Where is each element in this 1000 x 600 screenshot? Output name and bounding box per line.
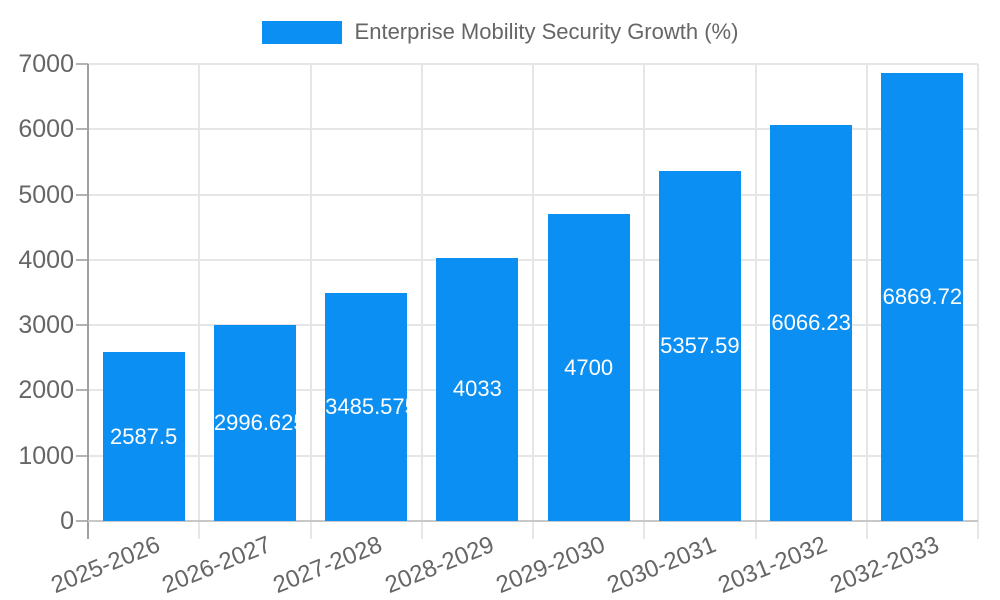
gridline-vertical (865, 64, 868, 539)
chart-legend-item[interactable]: Enterprise Mobility Security Growth (%) (0, 19, 1000, 45)
bar[interactable]: 6066.23 (770, 124, 853, 521)
x-axis-tick-label: 2030-2031 (603, 531, 720, 600)
legend-color-swatch (261, 20, 342, 44)
y-axis-tick-label: 2000 (18, 376, 74, 405)
y-axis-tick-label: 0 (60, 507, 74, 535)
y-axis-tick-mark (76, 324, 88, 327)
bar-value-label: 3485.575 (325, 394, 407, 420)
bar-value-label: 4033 (452, 376, 502, 402)
y-axis-tick-label: 6000 (18, 115, 74, 144)
bar[interactable]: 4033 (436, 257, 519, 521)
y-axis-tick-mark (76, 128, 88, 131)
y-axis-tick-mark (76, 520, 88, 522)
gridline-vertical (977, 64, 979, 539)
x-axis-tick-label: 2026-2027 (158, 531, 275, 600)
x-axis-line (88, 520, 978, 522)
y-axis-tick-label: 4000 (18, 245, 74, 274)
x-axis-tick-label: 2029-2030 (492, 531, 609, 600)
bar-value-label: 2587.5 (109, 423, 178, 449)
bar-value-label: 4700 (564, 354, 614, 380)
gridline-vertical (643, 64, 646, 539)
bar-value-label: 5357.59 (660, 333, 740, 359)
y-axis-tick-mark (76, 193, 88, 196)
bar[interactable]: 2996.625 (213, 325, 296, 521)
legend-label: Enterprise Mobility Security Growth (%) (354, 19, 739, 44)
y-axis-tick-mark (76, 454, 88, 457)
y-axis-tick-label: 3000 (18, 311, 74, 340)
bar[interactable]: 3485.575 (325, 293, 408, 521)
bar[interactable]: 5357.59 (658, 171, 741, 521)
bar-value-label: 6066.23 (771, 309, 851, 335)
x-axis-tick-label: 2032-2033 (825, 531, 943, 600)
y-axis-line (87, 64, 89, 539)
y-axis-tick-label: 5000 (18, 180, 74, 209)
gridline-vertical (532, 64, 534, 539)
y-axis-tick-mark (76, 258, 88, 261)
bar[interactable]: 4700 (547, 214, 630, 521)
bar-value-label: 2996.625 (213, 410, 296, 436)
gridline-vertical (420, 64, 423, 539)
x-axis-tick-label: 2031-2032 (714, 531, 832, 600)
gridline-vertical (309, 64, 312, 539)
gridline-vertical (754, 64, 757, 539)
y-axis-tick-mark (76, 63, 88, 65)
x-axis-tick-label: 2025-2026 (47, 531, 164, 600)
gridline-vertical (198, 64, 201, 539)
bar[interactable]: 2587.5 (102, 352, 185, 521)
bar-value-label: 6869.72 (882, 283, 963, 309)
x-axis-tick-label: 2028-2029 (380, 531, 498, 600)
y-axis-tick-mark (76, 389, 88, 392)
y-axis-tick-label: 1000 (18, 441, 74, 470)
bar[interactable]: 6869.72 (881, 72, 964, 521)
y-axis-tick-label: 7000 (18, 50, 74, 78)
x-axis-tick-label: 2027-2028 (269, 531, 387, 600)
